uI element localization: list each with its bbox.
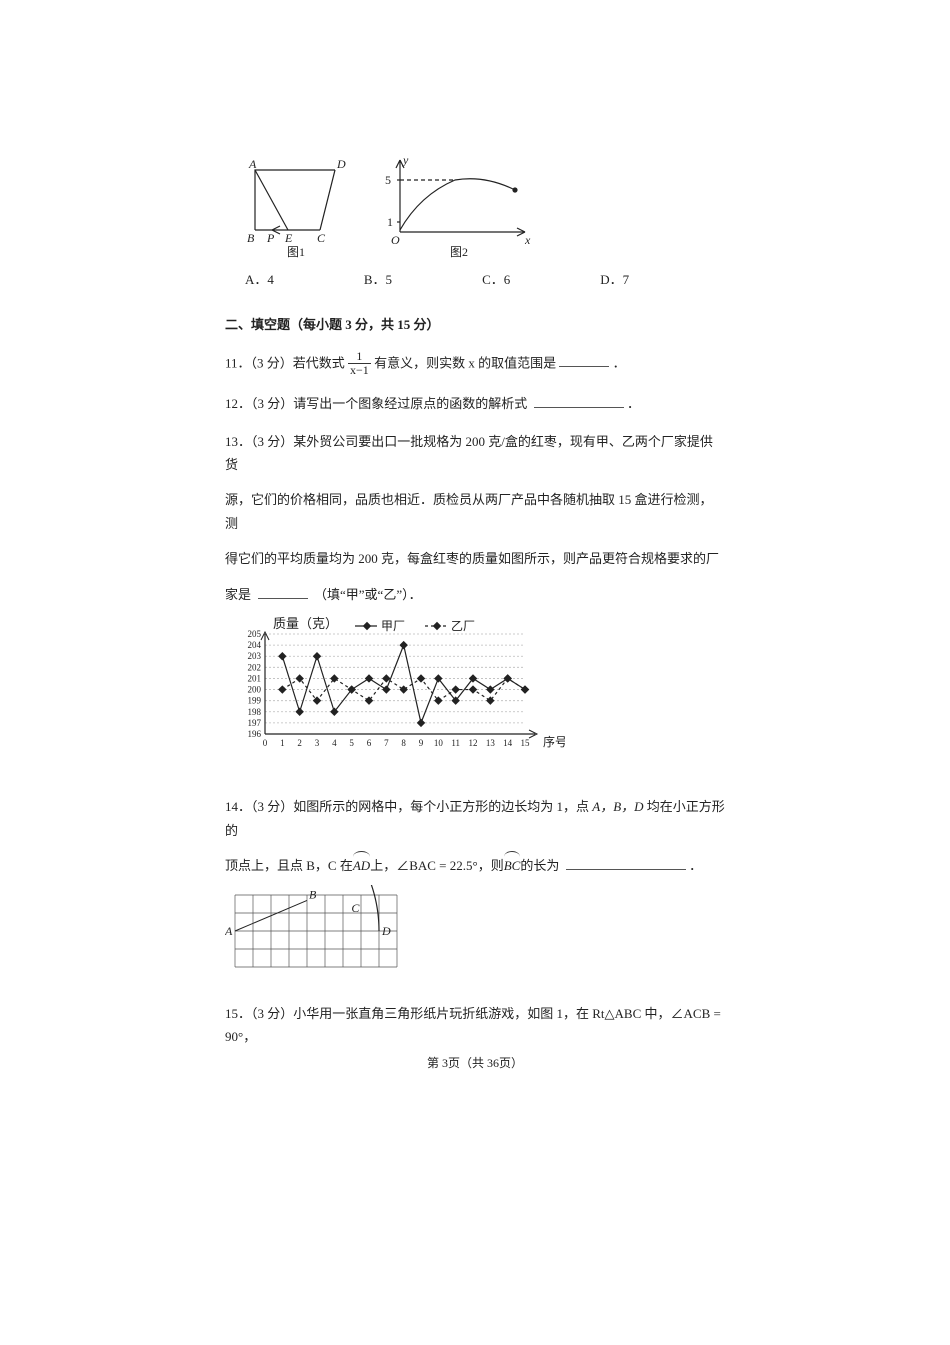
q11-suffix: ．: [613, 355, 626, 370]
q15-text: 15．（3 分）小华用一张直角三角形纸片玩折纸游戏，如图 1，在 Rt△ABC …: [225, 1006, 721, 1044]
svg-text:11: 11: [451, 738, 460, 748]
svg-text:196: 196: [248, 729, 262, 739]
svg-text:0: 0: [263, 738, 268, 748]
svg-text:D: D: [381, 924, 391, 938]
q13-chart-svg: 质量（克）甲厂乙厂1961971981992002012022032042050…: [225, 614, 565, 774]
figure-row: A D B P E C 图1: [225, 150, 725, 260]
svg-text:4: 4: [332, 738, 337, 748]
svg-text:5: 5: [349, 738, 354, 748]
svg-text:198: 198: [248, 707, 262, 717]
svg-text:质量（克）: 质量（克）: [273, 616, 338, 631]
svg-text:A: A: [225, 924, 233, 938]
choice-a: A．4: [245, 268, 274, 291]
svg-text:10: 10: [434, 738, 444, 748]
svg-text:甲厂: 甲厂: [381, 619, 405, 633]
svg-text:乙厂: 乙厂: [451, 619, 475, 633]
q14-line1: 14．（3 分）如图所示的网格中，每个小正方形的边长均为 1，点 A，B，D 均…: [225, 795, 725, 842]
svg-text:200: 200: [248, 684, 262, 694]
svg-text:14: 14: [503, 738, 512, 748]
q14-grid-svg: A B C D: [225, 885, 415, 980]
ytick-1: 1: [387, 215, 393, 229]
q11-frac-den: x−1: [348, 364, 371, 377]
svg-text:序号: 序号: [543, 734, 565, 749]
q14-l2-post: 的长为: [520, 858, 559, 873]
axis-y-label: y: [402, 153, 409, 167]
q11-fraction: 1 x−1: [348, 350, 371, 377]
label-D: D: [336, 157, 346, 171]
svg-text:13: 13: [486, 738, 496, 748]
q14-line2: 顶点上，且点 B，C 在AD上，∠BAC = 22.5°，则BC的长为 ．: [225, 854, 725, 877]
q14-suffix: ．: [689, 858, 702, 873]
q14-l2-pre: 顶点上，且点 B，C 在: [225, 858, 353, 873]
q14-l2-mid: 上，∠BAC = 22.5°，则: [370, 858, 504, 873]
svg-text:3: 3: [315, 738, 320, 748]
figure-1-trapezoid: A D B P E C 图1: [225, 150, 375, 260]
svg-text:6: 6: [367, 738, 372, 748]
q13-chart: 质量（克）甲厂乙厂1961971981992002012022032042050…: [225, 614, 725, 781]
svg-text:197: 197: [248, 718, 262, 728]
q11-frac-num: 1: [348, 350, 371, 364]
svg-text:1: 1: [280, 738, 285, 748]
svg-text:204: 204: [248, 640, 262, 650]
svg-text:8: 8: [401, 738, 406, 748]
label-P: P: [266, 231, 275, 245]
origin-label: O: [391, 233, 400, 247]
svg-text:B: B: [309, 888, 317, 902]
label-B: B: [247, 231, 255, 245]
svg-text:15: 15: [521, 738, 531, 748]
arc-ad-label: AD: [353, 858, 370, 873]
question-12: 12．（3 分）请写出一个图象经过原点的函数的解析式 ．: [225, 392, 725, 415]
q11-prefix: 11．（3 分）若代数式: [225, 355, 345, 370]
figure-1-caption: 图1: [287, 245, 305, 259]
q14-grid: A B C D: [225, 885, 725, 987]
svg-text:2: 2: [297, 738, 302, 748]
q14-l1-mid: A，B，D: [592, 799, 643, 814]
q13-blank: [258, 585, 308, 599]
question-14: 14．（3 分）如图所示的网格中，每个小正方形的边长均为 1，点 A，B，D 均…: [225, 795, 725, 988]
q12-blank: [534, 394, 624, 408]
choice-c: C．6: [482, 268, 510, 291]
label-A: A: [248, 157, 257, 171]
question-13: 13．（3 分）某外贸公司要出口一批规格为 200 克/盒的红枣，现有甲、乙两个…: [225, 430, 725, 782]
choice-b: B．5: [364, 268, 392, 291]
figure-2-curve: 5 1 y x O 图2: [375, 150, 545, 260]
q12-text: 12．（3 分）请写出一个图象经过原点的函数的解析式: [225, 396, 527, 411]
svg-text:12: 12: [469, 738, 478, 748]
label-E: E: [284, 231, 293, 245]
arc-ad: AD: [353, 854, 370, 877]
q13-line4: 家是 （填“甲”或“乙”）．: [225, 583, 725, 606]
q13-line3: 得它们的平均质量均为 200 克，每盒红枣的质量如图所示，则产品更符合规格要求的…: [225, 547, 725, 570]
axis-x-label: x: [524, 233, 531, 247]
q12-suffix: ．: [627, 396, 640, 411]
label-C: C: [317, 231, 326, 245]
svg-text:7: 7: [384, 738, 389, 748]
q13-line1: 13．（3 分）某外贸公司要出口一批规格为 200 克/盒的红枣，现有甲、乙两个…: [225, 430, 725, 477]
page-footer: 第 3页（共 36页）: [225, 1053, 725, 1075]
section-2-title: 二、填空题（每小题 3 分，共 15 分）: [225, 313, 725, 336]
q14-blank: [566, 856, 686, 870]
q11-blank: [559, 353, 609, 367]
svg-text:199: 199: [248, 696, 262, 706]
figure-2-caption: 图2: [450, 245, 468, 259]
question-15: 15．（3 分）小华用一张直角三角形纸片玩折纸游戏，如图 1，在 Rt△ABC …: [225, 1002, 725, 1049]
svg-text:C: C: [351, 901, 360, 915]
q14-l1-pre: 14．（3 分）如图所示的网格中，每个小正方形的边长均为 1，点: [225, 799, 592, 814]
svg-text:205: 205: [248, 629, 262, 639]
arc-bc-label: BC: [504, 858, 521, 873]
answer-choices: A．4 B．5 C．6 D．7: [225, 268, 725, 291]
svg-text:201: 201: [248, 673, 262, 683]
svg-text:202: 202: [248, 662, 262, 672]
svg-text:203: 203: [248, 651, 262, 661]
ytick-5: 5: [385, 173, 391, 187]
q11-mid: 有意义，则实数 x 的取值范围是: [374, 355, 556, 370]
q13-line2: 源，它们的价格相同，品质也相近．质检员从两厂产品中各随机抽取 15 盒进行检测，…: [225, 488, 725, 535]
q13-line4-hint: （填“甲”或“乙”）．: [314, 587, 422, 602]
question-11: 11．（3 分）若代数式 1 x−1 有意义，则实数 x 的取值范围是 ．: [225, 351, 725, 378]
choice-d: D．7: [600, 268, 629, 291]
arc-bc: BC: [504, 854, 521, 877]
q13-line4-pre: 家是: [225, 587, 251, 602]
svg-text:9: 9: [419, 738, 424, 748]
